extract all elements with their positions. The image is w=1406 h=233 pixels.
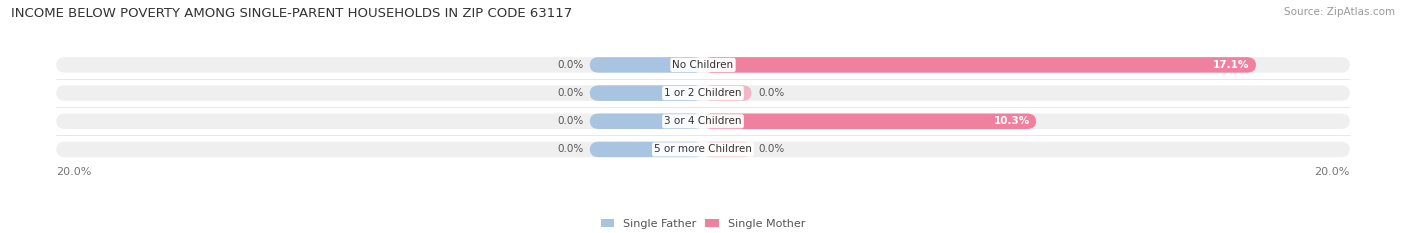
- Text: 0.0%: 0.0%: [758, 88, 785, 98]
- FancyBboxPatch shape: [56, 57, 1350, 73]
- FancyBboxPatch shape: [591, 113, 703, 129]
- Text: INCOME BELOW POVERTY AMONG SINGLE-PARENT HOUSEHOLDS IN ZIP CODE 63117: INCOME BELOW POVERTY AMONG SINGLE-PARENT…: [11, 7, 572, 20]
- Text: 0.0%: 0.0%: [557, 88, 583, 98]
- Text: Source: ZipAtlas.com: Source: ZipAtlas.com: [1284, 7, 1395, 17]
- FancyBboxPatch shape: [56, 85, 1350, 101]
- FancyBboxPatch shape: [56, 142, 1350, 157]
- Text: No Children: No Children: [672, 60, 734, 70]
- Text: 20.0%: 20.0%: [56, 167, 91, 177]
- FancyBboxPatch shape: [591, 57, 703, 73]
- FancyBboxPatch shape: [703, 85, 752, 101]
- Text: 0.0%: 0.0%: [758, 144, 785, 154]
- Text: 0.0%: 0.0%: [557, 144, 583, 154]
- FancyBboxPatch shape: [591, 85, 703, 101]
- Legend: Single Father, Single Mother: Single Father, Single Mother: [600, 219, 806, 229]
- Text: 0.0%: 0.0%: [557, 60, 583, 70]
- Text: 5 or more Children: 5 or more Children: [654, 144, 752, 154]
- FancyBboxPatch shape: [703, 57, 1256, 73]
- Text: 20.0%: 20.0%: [1315, 167, 1350, 177]
- Text: 17.1%: 17.1%: [1213, 60, 1250, 70]
- Text: 0.0%: 0.0%: [557, 116, 583, 126]
- FancyBboxPatch shape: [703, 142, 752, 157]
- FancyBboxPatch shape: [56, 113, 1350, 129]
- FancyBboxPatch shape: [591, 142, 703, 157]
- Text: 3 or 4 Children: 3 or 4 Children: [664, 116, 742, 126]
- Text: 10.3%: 10.3%: [994, 116, 1029, 126]
- Text: 1 or 2 Children: 1 or 2 Children: [664, 88, 742, 98]
- FancyBboxPatch shape: [703, 113, 1036, 129]
